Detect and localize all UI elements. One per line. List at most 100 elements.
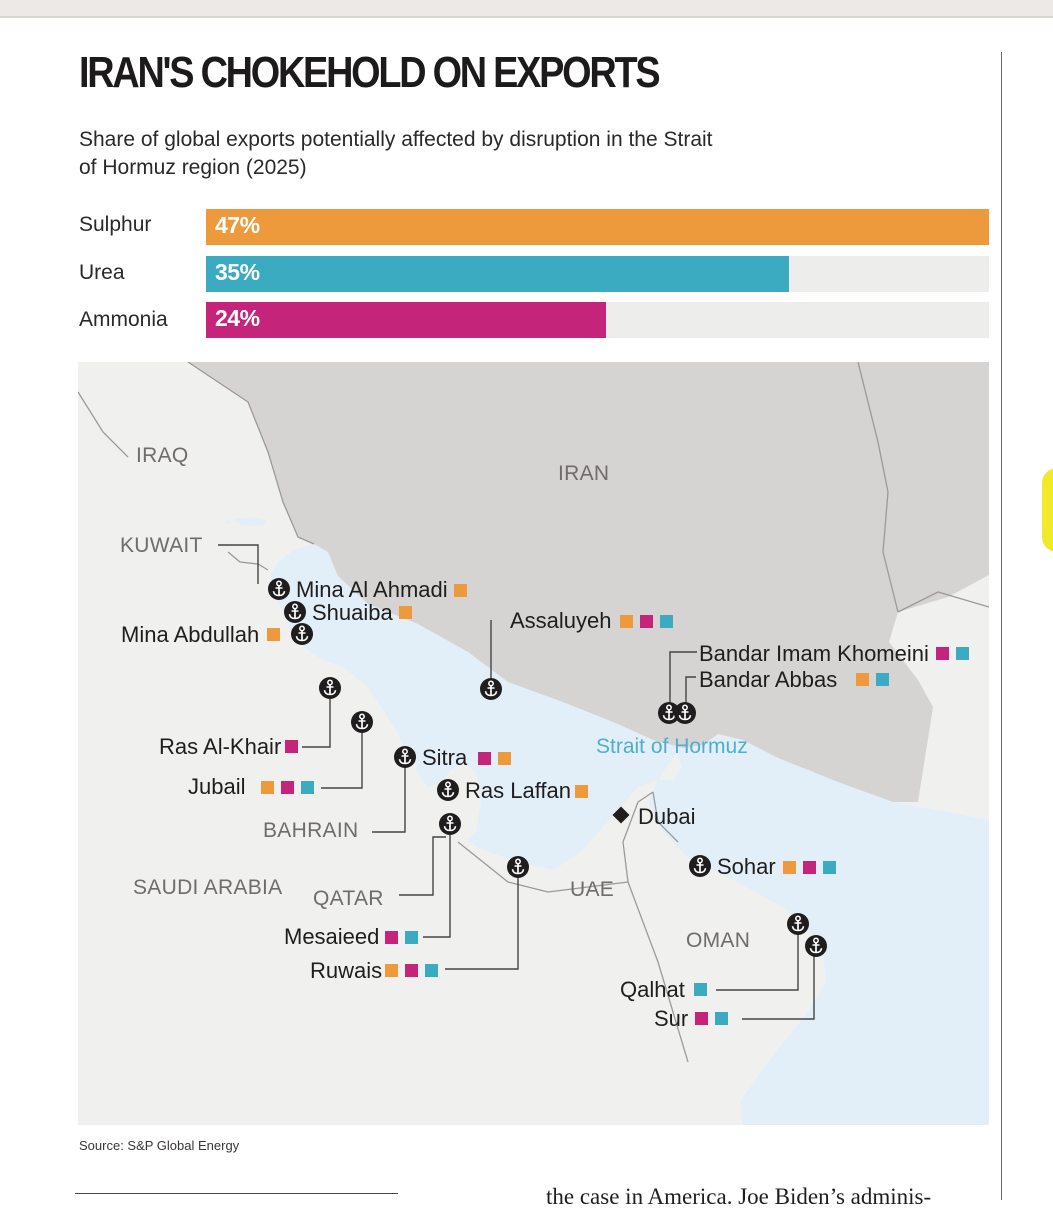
- urea-marker: [660, 615, 673, 628]
- country-label-bahrain: BAHRAIN: [263, 819, 358, 842]
- sulphur-marker: [575, 785, 588, 798]
- anchor-icon: [283, 600, 307, 624]
- country-label-saudi-arabia: SAUDI ARABIA: [133, 876, 282, 899]
- sulphur-marker: [267, 628, 280, 641]
- sulphur-marker: [454, 584, 467, 597]
- sulphur-marker: [620, 615, 633, 628]
- anchor-icon: [436, 778, 460, 802]
- ammonia-marker: [936, 647, 949, 660]
- infographic-subtitle: Share of global exports potentially affe…: [79, 128, 713, 179]
- anchor-icon: [506, 855, 530, 879]
- bar-urea: 35%: [206, 256, 790, 292]
- sulphur-marker: [261, 781, 274, 794]
- country-label-oman: OMAN: [686, 929, 750, 952]
- bar-track-ammonia: 24%: [206, 302, 989, 338]
- ammonia-marker: [405, 964, 418, 977]
- port-label: Ras Laffan: [465, 778, 571, 803]
- port-sitra[interactable]: Sitra: [393, 745, 511, 770]
- border-iran-east-b: [897, 591, 989, 613]
- border-saudi-uae: [457, 841, 629, 893]
- iran-landmass: [188, 362, 989, 802]
- anchor-icon: [786, 912, 810, 936]
- ammonia-marker: [285, 740, 298, 753]
- ammonia-marker: [281, 781, 294, 794]
- footer-divider: [75, 1193, 398, 1194]
- urea-marker: [715, 1012, 728, 1025]
- bar-value-urea: 35%: [215, 259, 260, 285]
- port-label: Mesaieed: [284, 924, 379, 949]
- urea-marker: [301, 781, 314, 794]
- edge-highlight-mark: [1042, 468, 1053, 552]
- urea-marker: [956, 647, 969, 660]
- country-label-kuwait: KUWAIT: [120, 534, 203, 557]
- urea-marker: [694, 983, 707, 996]
- port-label: Jubail: [188, 774, 245, 799]
- sulphur-marker: [498, 752, 511, 765]
- article-text-fragment: the case in America. Joe Biden’s adminis…: [546, 1184, 932, 1209]
- port-mina-abdullah[interactable]: Mina Abdullah: [121, 622, 314, 647]
- port-sohar[interactable]: Sohar: [688, 854, 836, 879]
- anchor-icon: [804, 934, 828, 958]
- port-shuaiba[interactable]: Shuaiba: [283, 600, 412, 625]
- border-iraq-kuwait: [227, 551, 269, 571]
- ammonia-marker: [803, 861, 816, 874]
- border-iraq-iran: [187, 362, 315, 545]
- infographic-title: IRAN'S CHOKEHOLD ON EXPORTS: [79, 48, 661, 97]
- port-ras-al-khair[interactable]: Ras Al-Khair: [159, 676, 342, 759]
- anchor-icon: [393, 745, 417, 769]
- islet: [225, 520, 231, 524]
- port-qalhat[interactable]: Qalhat: [620, 912, 810, 1002]
- gulf-sea: [270, 544, 989, 1125]
- port-label: Sur: [654, 1006, 688, 1031]
- leader-lines: [218, 544, 815, 1020]
- port-label: Bandar Abbas: [699, 667, 837, 692]
- bar-track-sulphur: 47%: [206, 209, 989, 245]
- port-ras-laffan[interactable]: Ras Laffan: [436, 778, 588, 803]
- port-label: Mina Abdullah: [121, 622, 259, 647]
- urea-marker: [876, 673, 889, 686]
- bar-sulphur: 47%: [206, 209, 989, 245]
- urea-marker: [425, 964, 438, 977]
- anchor-icon: [267, 577, 291, 601]
- top-page-strip: [0, 0, 1053, 18]
- anchor-icon: [350, 710, 374, 734]
- anchor-icon: [438, 812, 462, 836]
- port-bandar-imam-khomeini[interactable]: Bandar Imam Khomeini: [657, 641, 969, 725]
- port-assaluyeh[interactable]: Assaluyeh: [479, 608, 673, 701]
- port-mesaieed[interactable]: Mesaieed: [284, 812, 462, 949]
- column-divider: [1001, 52, 1002, 1200]
- port-sur[interactable]: Sur: [654, 934, 828, 1031]
- port-label: Assaluyeh: [510, 608, 612, 633]
- port-jubail[interactable]: Jubail: [188, 710, 374, 799]
- ammonia-marker: [640, 615, 653, 628]
- bar-value-ammonia: 24%: [215, 305, 260, 331]
- strait-of-hormuz-label: Strait of Hormuz: [596, 735, 748, 758]
- port-label: Ruwais: [310, 958, 382, 983]
- border-uae-oman-b: [652, 791, 679, 843]
- anchor-icon: [290, 622, 314, 646]
- bar-ammonia: 24%: [206, 302, 606, 338]
- bar-label-urea: Urea: [79, 261, 125, 284]
- urea-marker: [405, 931, 418, 944]
- sulphur-marker: [856, 673, 869, 686]
- bubiyan-island: [238, 518, 266, 526]
- bar-label-sulphur: Sulphur: [79, 213, 152, 236]
- port-label: Shuaiba: [312, 600, 394, 625]
- port-ruwais[interactable]: Ruwais: [310, 855, 530, 983]
- port-mina-al-ahmadi[interactable]: Mina Al Ahmadi: [267, 577, 467, 602]
- bar-value-sulphur: 47%: [215, 212, 260, 238]
- oman-musandam: [658, 754, 682, 780]
- country-borders: [78, 362, 989, 1063]
- port-bandar-abbas[interactable]: Bandar Abbas: [673, 667, 889, 725]
- country-label-iran: IRAN: [558, 462, 609, 485]
- port-label: Ras Al-Khair: [159, 734, 281, 759]
- gulf-map: IRAQ IRAN KUWAIT BAHRAIN SAUDI ARABIA QA…: [78, 362, 989, 1125]
- border-iran-east: [857, 362, 899, 613]
- border-saudi-oman: [627, 881, 689, 1063]
- port-label: Mina Al Ahmadi: [296, 577, 448, 602]
- country-label-iraq: IRAQ: [136, 444, 189, 467]
- bar-track-urea: 35%: [206, 256, 989, 292]
- ammonia-marker: [695, 1012, 708, 1025]
- bar-label-ammonia: Ammonia: [79, 308, 168, 331]
- country-label-uae: UAE: [570, 878, 614, 901]
